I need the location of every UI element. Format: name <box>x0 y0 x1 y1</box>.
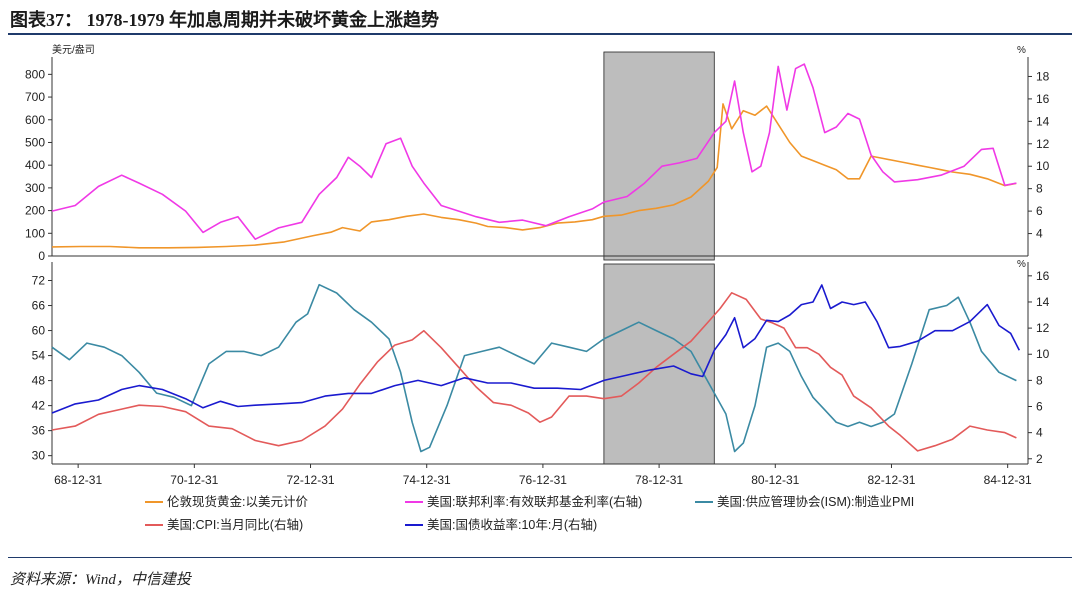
left-tick-label: 800 <box>25 67 45 81</box>
chart-legend: 伦敦现货黄金:以美元计价 美国:联邦利率:有效联邦基金利率(右轴) 美国:供应管理协… <box>145 494 914 532</box>
left-tick-label: 36 <box>32 424 46 438</box>
top-right-unit: % <box>1017 45 1026 56</box>
left-tick-label: 300 <box>25 181 45 195</box>
bottom-tick-labels: 30 36 42 48 54 60 66 72 2 4 6 8 10 12 14 16 <box>32 269 1050 466</box>
x-tick-label: 84-12-31 <box>984 473 1032 487</box>
x-tick-label: 78-12-31 <box>635 473 683 487</box>
left-tick-label: 500 <box>25 135 45 149</box>
right-tick-label: 4 <box>1036 426 1043 440</box>
page-title: 图表37： 1978-1979 年加息周期并未破坏黄金上涨趋势 <box>10 10 439 30</box>
x-tick-label: 72-12-31 <box>287 473 335 487</box>
left-tick-label: 72 <box>32 274 46 288</box>
right-tick-label: 10 <box>1036 347 1050 361</box>
shaded-hiking-period <box>603 263 715 465</box>
series-line-pmi <box>51 283 1017 453</box>
legend-label-cpi: 美国:CPI:当月同比(右轴) <box>167 517 303 532</box>
series-line-fedfunds <box>51 63 1017 240</box>
top-left-unit: 美元/盎司 <box>52 43 95 56</box>
footer-divider <box>8 557 1072 558</box>
x-axis-tick-labels: 68-12-31 70-12-31 72-12-31 74-12-31 76-12-31… <box>54 464 1032 487</box>
left-tick-label: 200 <box>25 204 45 218</box>
left-tick-label: 30 <box>32 449 46 463</box>
bottom-chart-panel: % 30 36 42 48 54 60 66 72 2 4 6 8 10 12 14 16 68-12-31 7… <box>32 259 1050 487</box>
series-line-cpi <box>51 291 1017 452</box>
right-tick-label: 8 <box>1036 373 1043 387</box>
left-tick-label: 600 <box>25 113 45 127</box>
right-tick-label: 8 <box>1036 182 1043 196</box>
bottom-right-unit: % <box>1017 259 1026 270</box>
x-tick-label: 74-12-31 <box>403 473 451 487</box>
right-tick-label: 6 <box>1036 204 1043 218</box>
x-tick-label: 70-12-31 <box>170 473 218 487</box>
right-tick-label: 10 <box>1036 159 1050 173</box>
right-tick-label: 16 <box>1036 269 1050 283</box>
series-line-gold <box>51 103 1017 249</box>
right-tick-label: 18 <box>1036 69 1050 83</box>
legend-label-fedfunds: 美国:联邦利率:有效联邦基金利率(右轴) <box>427 494 642 509</box>
top-tick-labels: 0 100 200 300 400 500 600 700 800 4 6 8 10 12 14 16 18 <box>25 67 1050 263</box>
right-tick-label: 12 <box>1036 321 1050 335</box>
left-tick-label: 60 <box>32 324 46 338</box>
right-tick-label: 14 <box>1036 295 1050 309</box>
left-tick-label: 54 <box>32 349 46 363</box>
shaded-hiking-period <box>603 51 715 261</box>
source-note: 资料来源：Wind，中信建投 <box>10 572 191 588</box>
legend-label-gold: 伦敦现货黄金:以美元计价 <box>167 494 308 509</box>
title-divider <box>8 33 1072 35</box>
right-tick-label: 6 <box>1036 400 1043 414</box>
right-tick-label: 12 <box>1036 137 1050 151</box>
left-tick-label: 400 <box>25 158 45 172</box>
left-tick-label: 100 <box>25 226 45 240</box>
left-tick-label: 48 <box>32 374 46 388</box>
top-chart-panel: 美元/盎司 % 0 100 200 300 400 500 600 700 800 4 6 8 10 12… <box>25 43 1050 263</box>
x-tick-label: 80-12-31 <box>751 473 799 487</box>
series-line-tsy10y <box>51 284 1021 414</box>
x-tick-label: 82-12-31 <box>867 473 915 487</box>
right-tick-label: 4 <box>1036 227 1043 241</box>
right-tick-label: 2 <box>1036 452 1043 466</box>
left-tick-label: 66 <box>32 299 46 313</box>
right-tick-label: 14 <box>1036 114 1050 128</box>
left-tick-label: 42 <box>32 399 46 413</box>
x-tick-label: 76-12-31 <box>519 473 567 487</box>
right-tick-label: 16 <box>1036 92 1050 106</box>
x-tick-label: 68-12-31 <box>54 473 102 487</box>
left-tick-label: 0 <box>38 249 45 263</box>
legend-label-tsy10y: 美国:国债收益率:10年:月(右轴) <box>427 517 597 532</box>
legend-label-pmi: 美国:供应管理协会(ISM):制造业PMI <box>717 494 914 509</box>
left-tick-label: 700 <box>25 90 45 104</box>
